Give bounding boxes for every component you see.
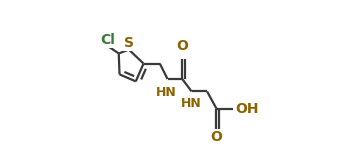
Text: HN: HN [156, 86, 176, 99]
Text: O: O [176, 39, 188, 53]
Text: O: O [210, 130, 222, 144]
Text: OH: OH [235, 102, 258, 116]
Text: Cl: Cl [100, 33, 115, 47]
Text: HN: HN [181, 97, 202, 110]
Text: S: S [124, 36, 134, 50]
